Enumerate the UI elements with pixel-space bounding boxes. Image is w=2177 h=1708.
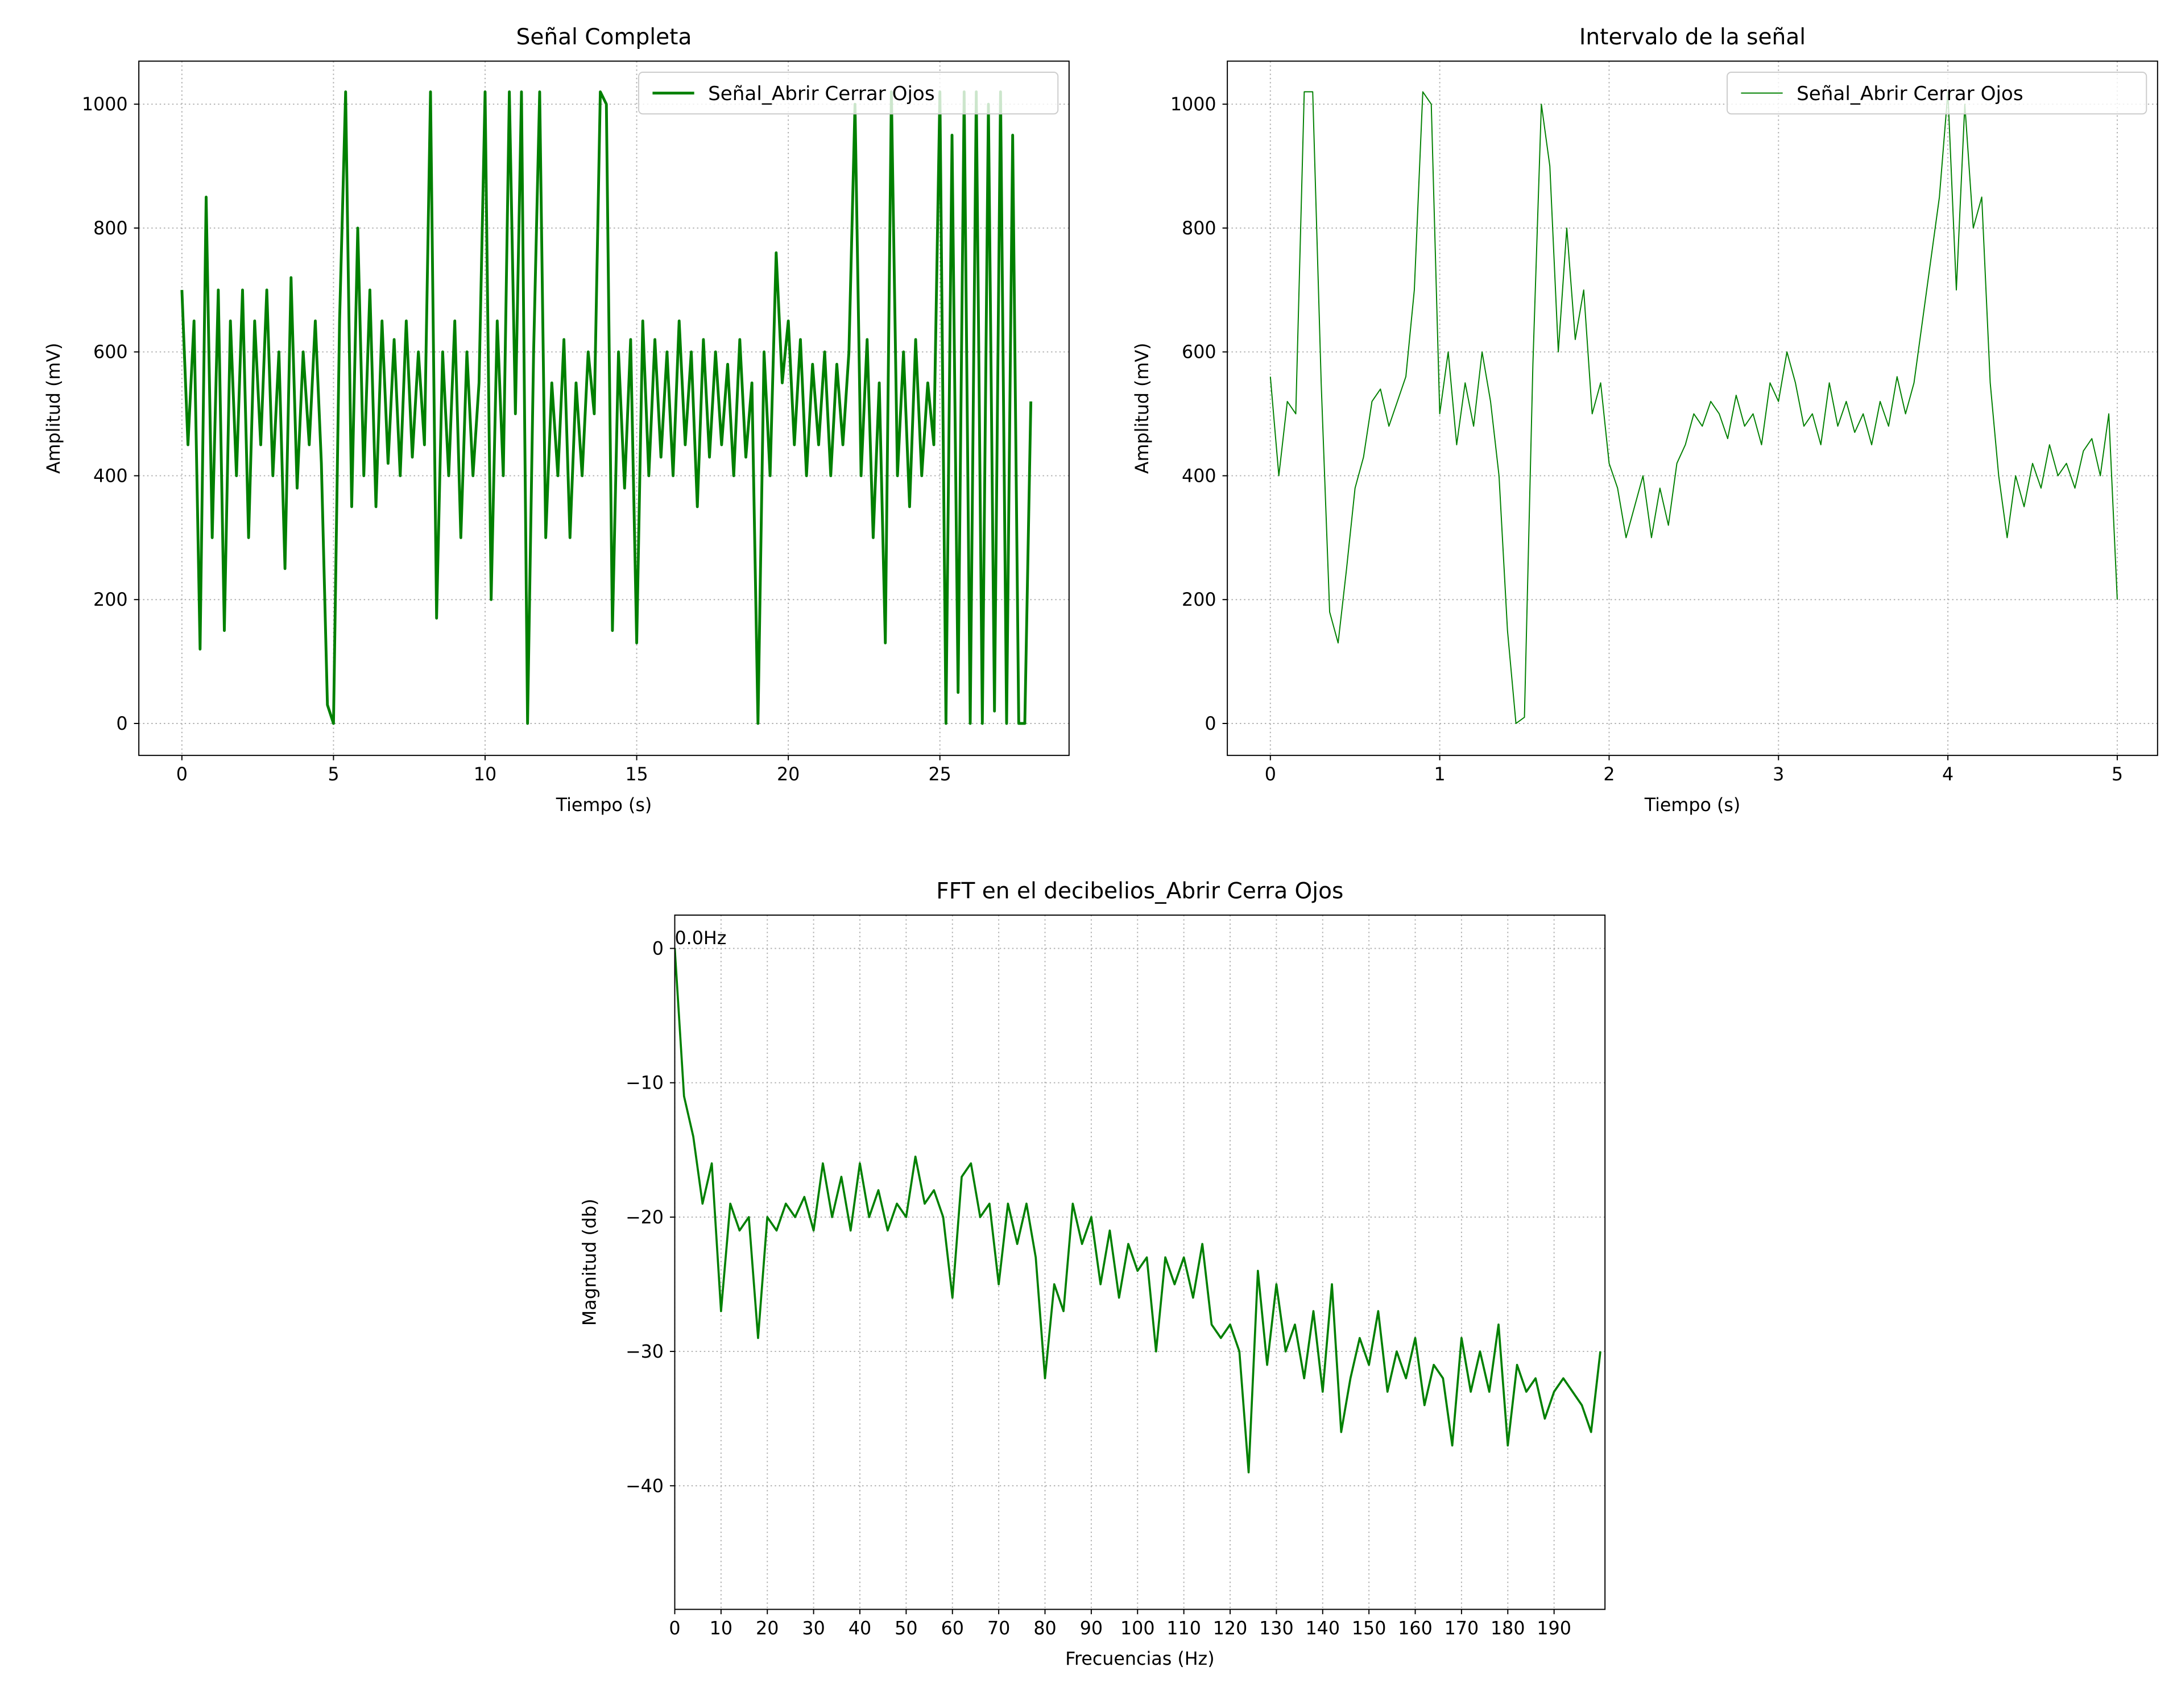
chart-title: Señal Completa: [516, 24, 692, 50]
y-axis-label: Amplitud (mV): [44, 343, 64, 474]
x-tick-label: 30: [802, 1619, 825, 1639]
x-tick-label: 10: [710, 1619, 732, 1639]
y-tick-label: 400: [1182, 466, 1216, 486]
y-tick-label: 1000: [1170, 94, 1216, 115]
x-tick-label: 0: [176, 764, 188, 785]
y-tick-label: 200: [93, 590, 128, 610]
x-tick-label: 140: [1305, 1619, 1340, 1639]
legend-label: Señal_Abrir Cerrar Ojos: [708, 82, 935, 105]
y-tick-label: 400: [93, 466, 128, 486]
y-tick-label: −20: [626, 1207, 664, 1228]
y-axis-label: Amplitud (mV): [1132, 343, 1153, 474]
x-tick-label: 5: [328, 764, 339, 785]
x-tick-label: 5: [2112, 764, 2123, 785]
y-tick-label: 1000: [82, 94, 128, 115]
data-line: [1269, 91, 2118, 724]
x-tick-label: 190: [1537, 1619, 1571, 1639]
y-tick-label: 800: [93, 218, 128, 239]
x-tick-label: 40: [849, 1619, 871, 1639]
x-tick-label: 170: [1445, 1619, 1479, 1639]
axes-frame: [674, 914, 1606, 1610]
x-tick-label: 25: [929, 764, 951, 785]
x-tick-label: 10: [474, 764, 496, 785]
y-tick-label: 600: [1182, 342, 1216, 363]
x-tick-label: 50: [895, 1619, 917, 1639]
y-tick-label: 0: [1205, 714, 1216, 734]
x-tick-label: 80: [1033, 1619, 1056, 1639]
x-tick-label: 70: [987, 1619, 1010, 1639]
x-tick-label: 150: [1352, 1619, 1387, 1639]
legend-label: Señal_Abrir Cerrar Ojos: [1797, 82, 2023, 105]
x-tick-label: 90: [1080, 1619, 1103, 1639]
data-line: [674, 948, 1601, 1474]
x-tick-label: 0: [1265, 764, 1276, 785]
y-tick-label: 800: [1182, 218, 1216, 239]
chart-title: Intervalo de la señal: [1579, 24, 1806, 50]
data-line: [180, 90, 1033, 725]
x-tick-label: 3: [1773, 764, 1784, 785]
y-tick-label: −10: [626, 1073, 664, 1094]
x-tick-label: 2: [1603, 764, 1615, 785]
axes-frame: [138, 60, 1070, 756]
y-tick-label: −30: [626, 1342, 664, 1362]
axes-frame: [1227, 60, 2158, 756]
x-tick-label: 1: [1434, 764, 1446, 785]
x-axis-label: Frecuencias (Hz): [1065, 1649, 1215, 1669]
x-tick-label: 110: [1166, 1619, 1201, 1639]
x-tick-label: 100: [1120, 1619, 1155, 1639]
x-tick-label: 20: [777, 764, 800, 785]
y-tick-label: 600: [93, 342, 128, 363]
y-tick-label: 200: [1182, 590, 1216, 610]
x-tick-label: 15: [625, 764, 648, 785]
x-tick-label: 20: [756, 1619, 779, 1639]
x-axis-label: Tiempo (s): [556, 795, 652, 816]
x-tick-label: 180: [1491, 1619, 1525, 1639]
y-axis-label: Magnitud (db): [580, 1198, 600, 1326]
x-tick-label: 120: [1213, 1619, 1248, 1639]
y-tick-label: 0: [116, 714, 127, 734]
legend-box: [638, 72, 1059, 115]
x-axis-label: Tiempo (s): [1644, 795, 1741, 816]
x-tick-label: 4: [1942, 764, 1953, 785]
x-tick-label: 0: [669, 1619, 680, 1639]
legend-box: [1727, 72, 2147, 115]
y-tick-label: −40: [626, 1476, 664, 1496]
y-tick-label: 0: [652, 938, 664, 959]
x-tick-label: 60: [941, 1619, 964, 1639]
chart-title: FFT en el decibelios_Abrir Cerra Ojos: [936, 879, 1343, 904]
x-tick-label: 130: [1259, 1619, 1294, 1639]
x-tick-label: 160: [1398, 1619, 1433, 1639]
annotation: 0.0Hz: [674, 928, 726, 949]
